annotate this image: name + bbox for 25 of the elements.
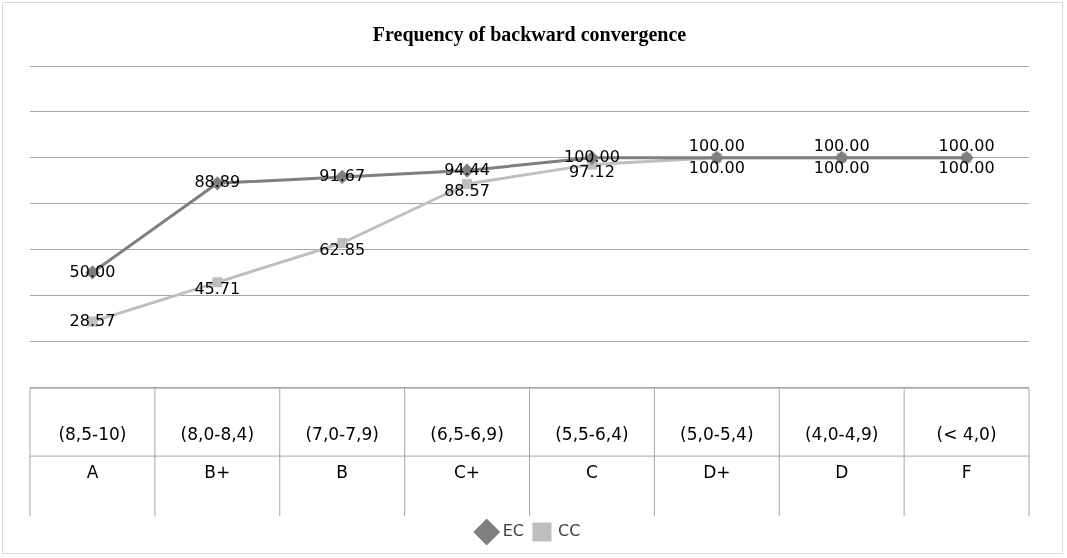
x-tick-label: (5,0-5,4) D+ [680,424,754,482]
data-label: 100.00 [938,135,995,155]
data-label: 45.71 [194,279,241,299]
data-label: 88.89 [194,172,241,192]
data-label: 100.00 [688,157,745,177]
x-tick-label: (7,0-7,9) B [305,424,379,482]
data-label: 50.00 [69,261,116,281]
data-label: 91.67 [319,166,366,186]
legend-label: CC [557,521,581,541]
x-tick-label: (4,0-4,9) D [804,424,879,482]
x-tick-label: (6,5-6,9) C+ [430,424,504,482]
data-label: 62.85 [319,240,366,260]
x-tick-label: (8,5-10) A [58,424,127,482]
data-label: 88.57 [444,181,490,201]
data-label: 100.00 [813,135,870,155]
legend-label: EC [502,521,524,541]
data-label: 28.57 [69,310,116,330]
x-tick-label: (5,5-6,4) C [555,424,629,482]
data-label: 100.00 [688,135,745,155]
data-label: 94.44 [444,159,490,179]
data-label: 100.00 [813,157,870,177]
data-label: 100.00 [938,157,995,177]
chart-title: Frequency of backward convergence [372,23,687,47]
x-tick-label: (8,0-8,4) B+ [180,424,255,482]
x-tick-label: (< 4,0) F [936,424,997,482]
